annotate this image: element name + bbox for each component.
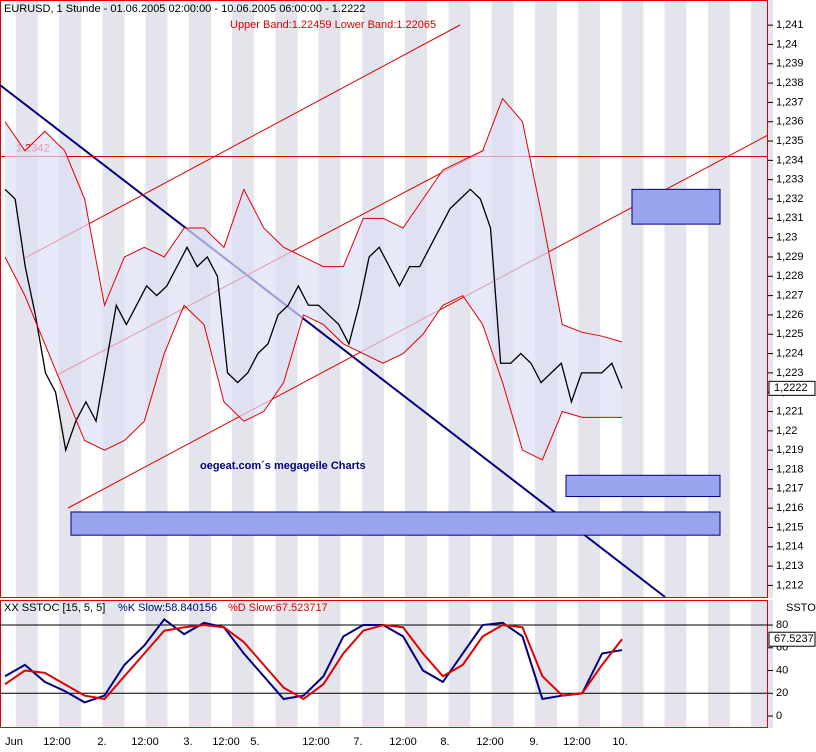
x-tick-label: 12:00 — [302, 736, 330, 748]
zone — [631, 188, 721, 225]
series-line — [4, 617, 623, 704]
y-tick-label: 1,227 — [776, 290, 804, 302]
series-line — [4, 188, 623, 453]
y-tick-label: 0 — [776, 710, 782, 722]
y-tick-label: 1,24 — [776, 38, 797, 50]
y-tick-label: 1,23 — [776, 232, 797, 244]
y-tick-label: 1,216 — [776, 502, 804, 514]
shade — [664, 600, 687, 728]
y-tick-label: 1,221 — [776, 405, 804, 417]
x-tick-label: 12:00 — [212, 736, 240, 748]
stoch-frame — [0, 600, 768, 728]
d-label: %D Slow:67.523717 — [228, 602, 328, 614]
shade — [578, 600, 600, 728]
shade — [491, 600, 514, 728]
last-price-box — [768, 380, 816, 396]
y-tick-label: 1,214 — [776, 541, 804, 553]
shade — [448, 600, 471, 728]
y-tick-label: 1,226 — [776, 309, 804, 321]
y-tick-label: 1,224 — [776, 347, 804, 359]
y-tick-label: 1,231 — [776, 212, 804, 224]
y-tick-label: 1,217 — [776, 483, 804, 495]
shade — [189, 600, 211, 728]
y-tick-label: 1,235 — [776, 135, 804, 147]
series-line — [4, 624, 623, 701]
shade — [59, 600, 81, 728]
zone — [565, 474, 721, 498]
k-label: %K Slow:58.840156 — [118, 602, 217, 614]
stoch-axis-title: SSTO — [786, 602, 816, 614]
last-stoch-box — [768, 631, 816, 647]
y-tick-label: 1,234 — [776, 154, 804, 166]
x-tick-label: 9. — [529, 736, 538, 748]
y-tick-label: 1,238 — [776, 77, 804, 89]
band-text: Upper Band:1.22459 Lower Band:1.22065 — [230, 19, 436, 31]
y-tick-label: 1,212 — [776, 579, 804, 591]
y-tick-label: 1,218 — [776, 463, 804, 475]
shade — [708, 0, 730, 598]
y-tick-label: 80 — [776, 619, 788, 631]
y-tick-label: 1,22 — [776, 425, 797, 437]
shade — [362, 600, 384, 728]
shade — [751, 600, 773, 728]
shade — [621, 600, 644, 728]
y-tick-label: 40 — [776, 664, 788, 676]
shade — [664, 0, 687, 598]
shade — [275, 600, 298, 728]
x-tick-label: 8. — [440, 736, 449, 748]
y-tick-label: 1,219 — [776, 444, 804, 456]
shade — [232, 600, 254, 728]
y-tick-label: 1,228 — [776, 270, 804, 282]
x-tick-label: 12:00 — [43, 736, 71, 748]
y-tick-label: 1,229 — [776, 251, 804, 263]
shade — [102, 600, 125, 728]
x-tick-label: 3. — [183, 736, 192, 748]
series-line — [4, 256, 622, 461]
series-line — [4, 97, 623, 343]
y-tick-label: 20 — [776, 687, 788, 699]
last-stoch-label: 67.5237 — [774, 633, 814, 645]
y-tick-label: 1,232 — [776, 193, 804, 205]
x-tick-label: 7. — [353, 736, 362, 748]
stoch-title: XX SSTOC [15, 5, 5] — [4, 602, 105, 614]
x-tick-label: 12:00 — [476, 736, 504, 748]
shade — [708, 600, 730, 728]
chart-title: EURUSD, 1 Stunde - 01.06.2005 02:00:00 -… — [4, 3, 365, 15]
y-tick-label: 1,215 — [776, 521, 804, 533]
shade — [405, 600, 427, 728]
x-tick-label: 12:00 — [563, 736, 591, 748]
watermark: oegeat.com´s megageile Charts — [200, 460, 366, 472]
zone — [70, 511, 721, 536]
x-tick-label: 10. — [612, 736, 627, 748]
x-tick-label: 5. — [250, 736, 259, 748]
x-tick-label: Jun — [5, 736, 23, 748]
y-tick-label: 1,213 — [776, 560, 804, 572]
y-tick-label: 1,241 — [776, 19, 804, 31]
shade — [578, 0, 600, 598]
y-tick-label: 1,237 — [776, 96, 804, 108]
shade — [621, 0, 644, 598]
channel-line — [24, 24, 461, 259]
price-frame — [0, 0, 768, 598]
y-tick-label: 1,225 — [776, 328, 804, 340]
y-tick-label: 1,239 — [776, 58, 804, 70]
y-tick-label: 1,223 — [776, 367, 804, 379]
y-tick-label: 1,233 — [776, 174, 804, 186]
shade — [16, 600, 38, 728]
x-tick-label: 12:00 — [389, 736, 417, 748]
x-tick-label: 12:00 — [131, 736, 159, 748]
x-tick-label: 2. — [97, 736, 106, 748]
y-tick-label: 1,236 — [776, 116, 804, 128]
last-price-label: 1,2222 — [774, 382, 808, 394]
